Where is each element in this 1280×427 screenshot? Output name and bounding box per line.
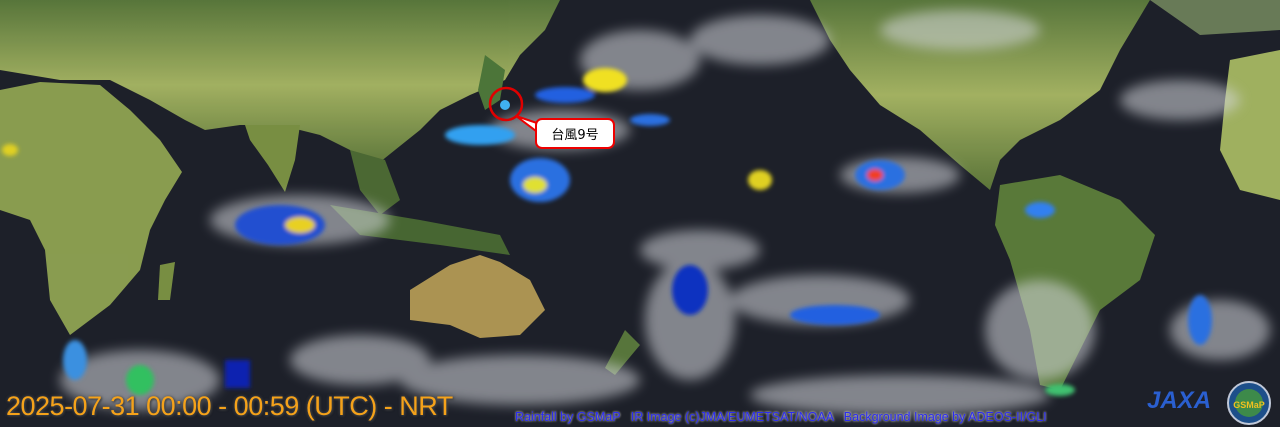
typhoon-marker[interactable] xyxy=(488,86,524,122)
landmasses xyxy=(0,0,1280,390)
gsmap-logo: GSMaP xyxy=(1227,381,1271,425)
japan xyxy=(478,55,505,110)
observation-timestamp: 2025-07-31 00:00 - 00:59 (UTC) - NRT xyxy=(6,391,453,421)
se-asia xyxy=(350,150,400,215)
typhoon-label: 台風9号 xyxy=(535,118,615,149)
svg-text:JAXA: JAXA xyxy=(1147,387,1211,414)
africa-east-wrap xyxy=(1220,50,1280,200)
svg-text:GSMaP: GSMaP xyxy=(1233,400,1265,410)
image-credits: Rainfall by GSMaP IR Image (c)JMA/EUMETS… xyxy=(515,410,1047,424)
madagascar xyxy=(158,262,175,300)
new-zealand xyxy=(605,330,640,375)
greenland xyxy=(1150,0,1280,35)
rainfall-overlay xyxy=(2,68,1212,396)
australia xyxy=(410,255,545,338)
jaxa-logo: JAXA xyxy=(1147,387,1211,414)
africa xyxy=(0,82,182,335)
india xyxy=(245,125,300,192)
north-america xyxy=(810,0,1150,190)
eurasia xyxy=(0,0,560,170)
typhoon-eye xyxy=(500,100,510,110)
